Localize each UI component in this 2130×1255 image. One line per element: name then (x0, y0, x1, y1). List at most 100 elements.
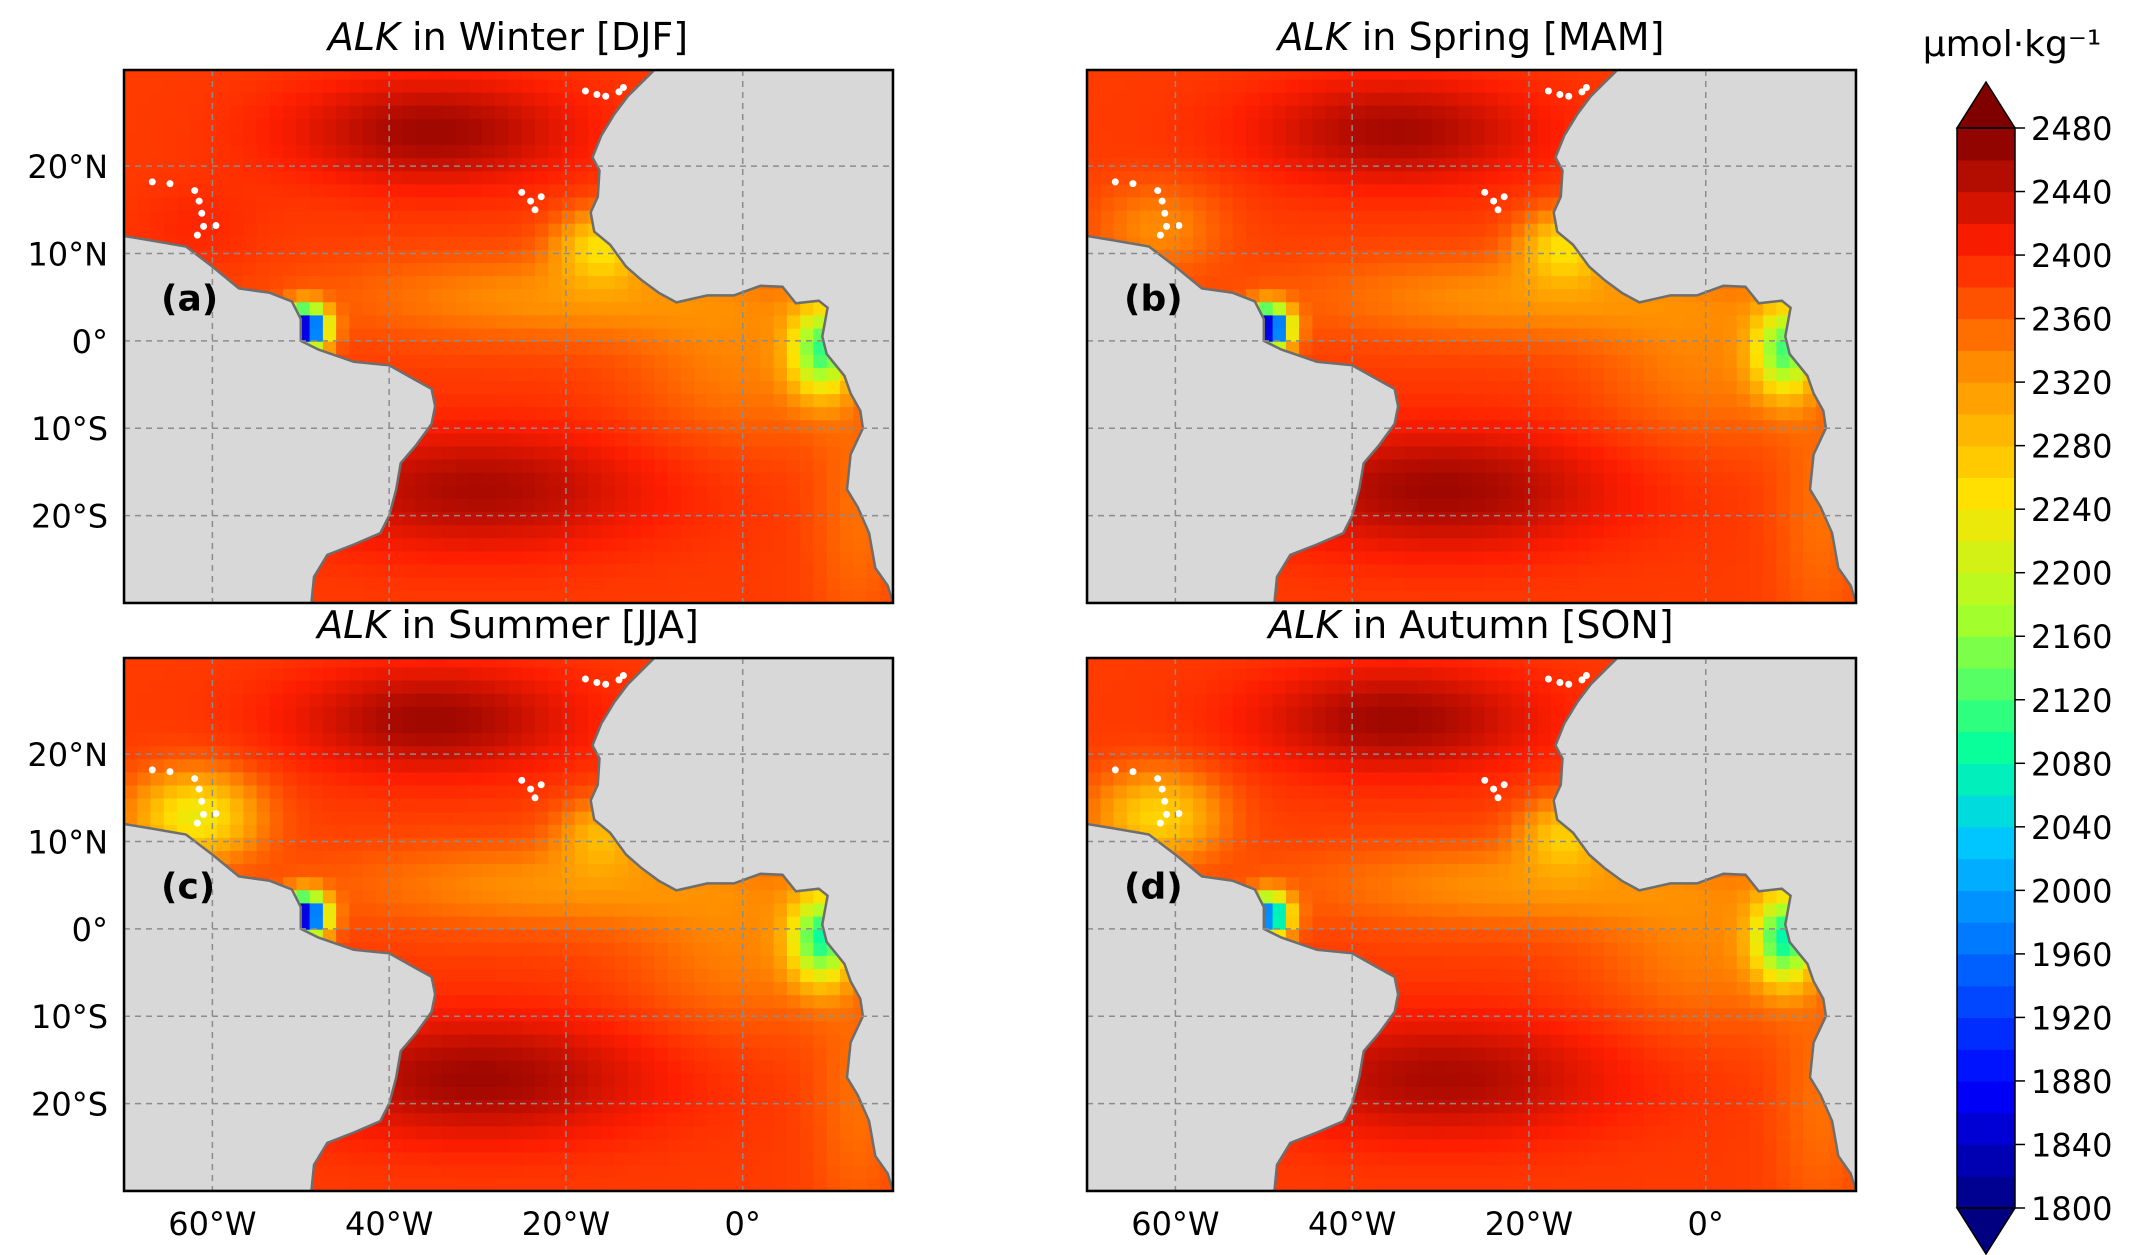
field-cell (1763, 485, 1778, 499)
field-cell (1511, 380, 1526, 395)
field-cell (1259, 288, 1274, 303)
island (537, 193, 545, 201)
field-cell (389, 576, 404, 591)
field-cell (1763, 393, 1778, 408)
field-cell (296, 91, 311, 106)
field-cell (561, 183, 576, 198)
field-cell (468, 262, 483, 277)
field-cell (1590, 393, 1605, 408)
field-cell (548, 576, 563, 591)
field-cell (1710, 393, 1725, 408)
field-cell (1736, 354, 1751, 368)
field-cell (1418, 118, 1433, 132)
field-cell (482, 589, 497, 603)
field-cell (508, 170, 523, 185)
field-cell (1577, 380, 1592, 395)
field-cell (482, 471, 497, 486)
field-cell (561, 393, 576, 408)
field-cell (561, 524, 576, 539)
field-cell (1325, 301, 1340, 316)
field-cell (243, 222, 258, 237)
field-cell (508, 498, 523, 512)
field-cell (1365, 524, 1380, 539)
field-cell (1405, 471, 1420, 486)
field-cell (1816, 563, 1831, 578)
field-cell (1484, 209, 1499, 224)
field-cell (1246, 249, 1261, 263)
field-cell (1100, 91, 1115, 106)
field-cell (1670, 524, 1685, 539)
field-cell (840, 498, 855, 512)
field-cell (468, 170, 483, 185)
field-cell (1749, 485, 1764, 499)
field-cell (733, 524, 748, 539)
field-cell (1696, 367, 1711, 381)
field-cell (1471, 288, 1486, 303)
field-cell (1657, 458, 1672, 473)
field-cell (1378, 485, 1393, 499)
island (602, 92, 610, 100)
field-cell (1484, 393, 1499, 408)
field-cell (1524, 157, 1539, 172)
field-cell (707, 367, 722, 381)
field-cell (548, 262, 563, 277)
field-cell (1166, 105, 1181, 119)
field-cell (574, 301, 589, 316)
field-cell (521, 91, 536, 106)
field-cell (349, 563, 364, 578)
field-cell (1590, 380, 1605, 395)
field-cell (468, 393, 483, 408)
field-cell (641, 471, 656, 486)
field-cell (150, 209, 165, 224)
field-cell (1643, 406, 1658, 421)
field-cell (614, 70, 629, 80)
field-cell (1749, 498, 1764, 512)
field-cell (1219, 131, 1234, 146)
field-cell (614, 498, 629, 512)
field-cell (1391, 589, 1406, 603)
field-cell (1431, 105, 1446, 119)
field-cell (1670, 340, 1685, 355)
field-cell (1206, 262, 1221, 277)
field-cell (813, 393, 828, 408)
field-cell (468, 314, 483, 329)
field-cell (508, 275, 523, 290)
field-cell (694, 524, 709, 539)
field-cell (1551, 118, 1566, 132)
field-cell (256, 144, 271, 159)
field-cell (1803, 524, 1818, 539)
field-cell (150, 157, 165, 172)
field-cell (1723, 550, 1738, 565)
field-cell (747, 367, 762, 381)
field-cell (1484, 275, 1499, 290)
field-cell (1166, 91, 1181, 106)
field-cell (349, 78, 364, 93)
field-cell (1630, 458, 1645, 473)
field-cell (322, 288, 337, 303)
field-cell (694, 550, 709, 565)
field-cell (482, 118, 497, 132)
field-cell (402, 498, 417, 512)
field-cell (428, 78, 443, 93)
field-cell (1378, 367, 1393, 381)
field-cell (521, 157, 536, 172)
field-cell (1193, 170, 1208, 185)
field-cell (1391, 91, 1406, 106)
field-cell (786, 301, 801, 316)
field-cell (1498, 576, 1513, 591)
field-cell (1498, 262, 1513, 277)
field-cell (1365, 498, 1380, 512)
field-cell (747, 537, 762, 552)
field-cell (1763, 340, 1778, 355)
field-cell (1378, 537, 1393, 552)
field-cell (203, 118, 218, 132)
field-cell (468, 589, 483, 603)
field-cell (256, 209, 271, 224)
field-cell (1445, 432, 1460, 447)
field-cell (1219, 105, 1234, 119)
field-cell (1776, 576, 1791, 591)
field-cell (137, 196, 152, 211)
field-cell (1193, 144, 1208, 159)
field-cell (1484, 550, 1499, 565)
field-cell (1219, 222, 1234, 237)
